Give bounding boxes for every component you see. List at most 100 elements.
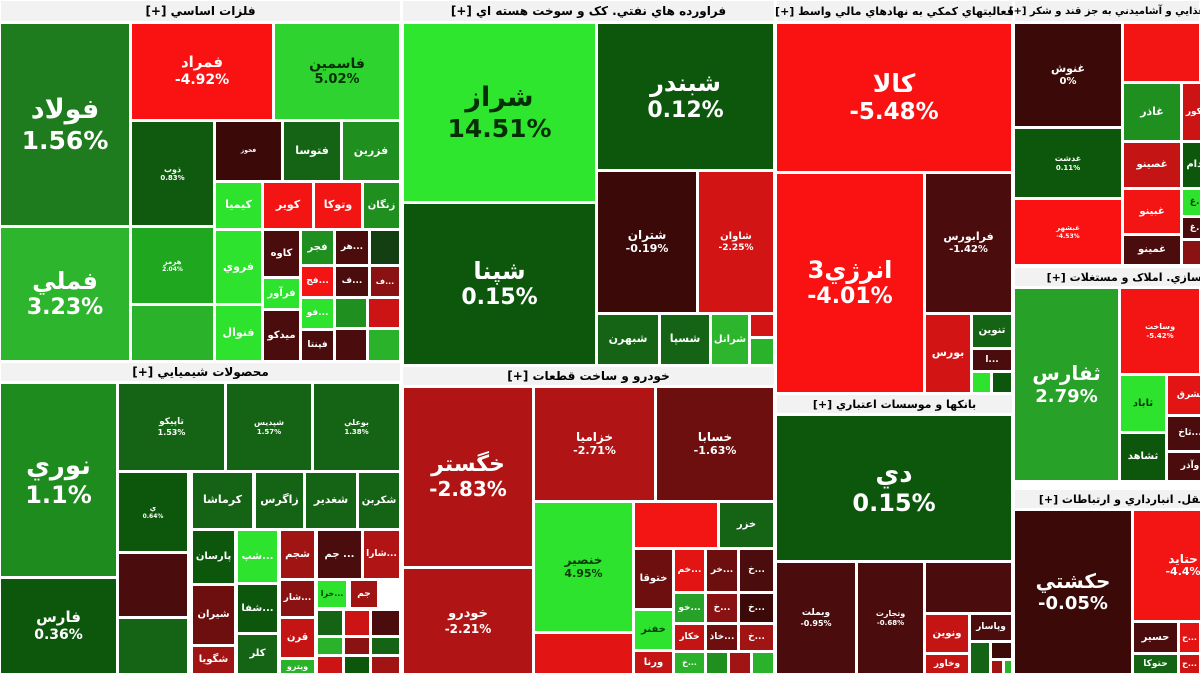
tile-شار[interactable]: ...شار xyxy=(280,580,315,617)
tile-غبینو[interactable]: غبینو xyxy=(1123,189,1181,234)
tile-small[interactable] xyxy=(972,372,991,393)
tile-ثشرق[interactable]: ثشرق xyxy=(1167,375,1200,415)
tile-فولاد[interactable]: فولاد 1.56% xyxy=(0,23,130,226)
tile-شارا[interactable]: ...شارا xyxy=(363,530,400,579)
tile-غاذر[interactable]: غاذر xyxy=(1123,83,1181,141)
tile-میدکو[interactable]: میدکو xyxy=(263,310,300,361)
tile-small[interactable] xyxy=(634,502,718,548)
tile-خگستر[interactable]: خگستر -2.83% xyxy=(403,387,533,567)
tile-small[interactable] xyxy=(335,298,367,328)
tile-وپاسار[interactable]: وپاسار xyxy=(970,614,1012,641)
tile-خزامیا[interactable]: خزامیا -2.71% xyxy=(534,387,655,501)
tile-small[interactable] xyxy=(752,652,774,674)
tile-ف[interactable]: ...ف xyxy=(335,266,369,297)
tile-تاپیکو[interactable]: تاپیکو 1.53% xyxy=(118,383,225,471)
tile-خ[interactable]: ...خ xyxy=(739,593,774,623)
tile-غصینو[interactable]: غصینو xyxy=(1123,142,1181,188)
tile-فمراد[interactable]: فمراد -4.92% xyxy=(131,23,273,120)
tile-small[interactable] xyxy=(1004,660,1012,674)
tile-small[interactable] xyxy=(750,338,774,365)
tile-کالا[interactable]: کالا -5.48% xyxy=(776,23,1012,172)
tile-خودرو[interactable]: خودرو -2.21% xyxy=(403,568,533,674)
tile-خرا[interactable]: ...خرا xyxy=(317,580,347,608)
tile-small[interactable] xyxy=(750,314,774,337)
tile-خم[interactable]: ...خم xyxy=(674,549,705,592)
tile-خنصیر[interactable]: خنصیر 4.95% xyxy=(534,502,633,632)
tile-غ[interactable]: ...غ xyxy=(1182,217,1200,239)
tile-فنوال[interactable]: فنوال xyxy=(215,305,262,361)
tile-غنوش[interactable]: غنوش 0% xyxy=(1014,23,1122,127)
tile-خ[interactable]: ...خ xyxy=(739,624,774,651)
tile-small[interactable] xyxy=(1123,23,1200,82)
tile-هر[interactable]: ...هر xyxy=(335,230,369,265)
tile-small[interactable] xyxy=(118,618,188,674)
tile-فپنتا[interactable]: فپنتا xyxy=(301,330,334,361)
tile-شرانل[interactable]: شرانل xyxy=(711,314,749,365)
tile-small[interactable] xyxy=(371,610,400,636)
tile-فج[interactable]: ...فج xyxy=(301,266,334,297)
tile-فو[interactable]: ...فو xyxy=(301,298,334,329)
tile-حکشتي[interactable]: حکشتي -0.05% xyxy=(1014,510,1132,674)
tile-جم[interactable]: ... جم xyxy=(317,530,362,579)
tile-small[interactable] xyxy=(335,329,367,361)
tile-شجم[interactable]: شجم xyxy=(280,530,315,579)
tile-small[interactable] xyxy=(344,610,370,636)
tile-شسپا[interactable]: شسپا xyxy=(660,314,710,365)
tile-شگویا[interactable]: شگویا xyxy=(192,646,235,674)
tile-فخوز[interactable]: فخوز xyxy=(215,121,282,181)
tile-خسابا[interactable]: خسابا -1.63% xyxy=(656,387,774,501)
tile-شبندر[interactable]: شبندر 0.12% xyxy=(597,23,774,170)
tile-حتاید[interactable]: حتاید -4.4% xyxy=(1133,510,1200,621)
tile-فجر[interactable]: فجر xyxy=(301,230,334,265)
tile-وخاور[interactable]: وخاور xyxy=(925,654,969,674)
sector-header-haml-naghl-anbardari[interactable]: حمل ونقل. انبارداري و ارتباطات [+] xyxy=(1014,489,1200,509)
tile-وآذر[interactable]: وآذر xyxy=(1167,452,1200,481)
tile-کویر[interactable]: کویر xyxy=(263,182,313,229)
tile-شاوان[interactable]: شاوان -2.25% xyxy=(698,171,774,313)
tile-small[interactable] xyxy=(344,637,370,655)
tile-پارسان[interactable]: پارسان xyxy=(192,530,235,584)
tile-ونوین[interactable]: ونوین xyxy=(925,614,969,653)
tile-خو[interactable]: ...خو xyxy=(674,593,705,623)
tile-کیمیا[interactable]: کیمیا xyxy=(215,182,262,229)
sector-header-felezat-asasi[interactable]: فلزات اساسي [+] xyxy=(0,0,401,22)
tile-small[interactable] xyxy=(991,660,1003,674)
tile-small[interactable] xyxy=(131,305,214,361)
tile-خر[interactable]: ...خر xyxy=(706,549,738,592)
tile-خفنر[interactable]: خفنر xyxy=(634,610,673,650)
tile-هرمز[interactable]: هرمز 2.04% xyxy=(131,227,214,304)
tile-حتوکا[interactable]: حتوکا xyxy=(1133,654,1178,674)
tile-small[interactable] xyxy=(991,642,1012,659)
tile-ذوب[interactable]: ذوب 0.83% xyxy=(131,121,214,226)
tile-ي[interactable]: ي 0.64% xyxy=(118,472,188,552)
tile-small[interactable] xyxy=(534,633,633,674)
tile-small[interactable] xyxy=(368,298,400,328)
tile-کلر[interactable]: کلر xyxy=(237,634,278,674)
sector-header-mahsulat-shimiayi[interactable]: محصولات شيميايي [+] xyxy=(0,362,401,382)
tile-ثاخ[interactable]: ...ثاخ xyxy=(1167,416,1200,451)
tile-غبشهر[interactable]: غبشهر -4.53% xyxy=(1014,199,1122,265)
tile-small[interactable] xyxy=(317,610,343,636)
tile-غدام[interactable]: غدام xyxy=(1182,142,1200,188)
tile-ح[interactable]: ...ح xyxy=(1179,654,1200,674)
sector-header-faravardehaye-nafti[interactable]: فراورده هاي نفتي. کک و سوخت هسته اي [+] xyxy=(402,0,775,22)
tile-شیران[interactable]: شیران xyxy=(192,585,235,645)
sector-header-bankha-moassesat[interactable]: بانکها و موسسات اعتباري [+] xyxy=(776,394,1013,414)
tile-انرژي3[interactable]: انرژي3 -4.01% xyxy=(776,173,924,393)
tile-دي[interactable]: دي 0.15% xyxy=(776,415,1012,561)
tile-وتوکا[interactable]: وتوکا xyxy=(314,182,362,229)
tile-فرآور[interactable]: فرآور xyxy=(263,278,300,309)
tile-ورنا[interactable]: ورنا xyxy=(634,651,673,674)
tile-فتوسا[interactable]: فتوسا xyxy=(283,121,341,181)
tile-خ[interactable]: ...خ xyxy=(674,652,705,674)
tile-شکربن[interactable]: شکربن xyxy=(358,472,400,529)
tile-بوعلي[interactable]: بوعلي 1.38% xyxy=(313,383,400,471)
tile-شبهرن[interactable]: شبهرن xyxy=(597,314,659,365)
tile-جم[interactable]: جم xyxy=(350,580,378,608)
tile-small[interactable] xyxy=(992,372,1012,393)
sector-header-faaliathaye-komaki-mali[interactable]: فعاليتهاي کمکي به نهادهاي مالي واسط [+] xyxy=(775,0,1014,22)
tile-شپنا[interactable]: شپنا 0.15% xyxy=(403,203,596,365)
tile-ختوقا[interactable]: ختوقا xyxy=(634,549,673,609)
tile-وبملت[interactable]: وبملت -0.95% xyxy=(776,562,856,674)
tile-small[interactable] xyxy=(729,652,751,674)
